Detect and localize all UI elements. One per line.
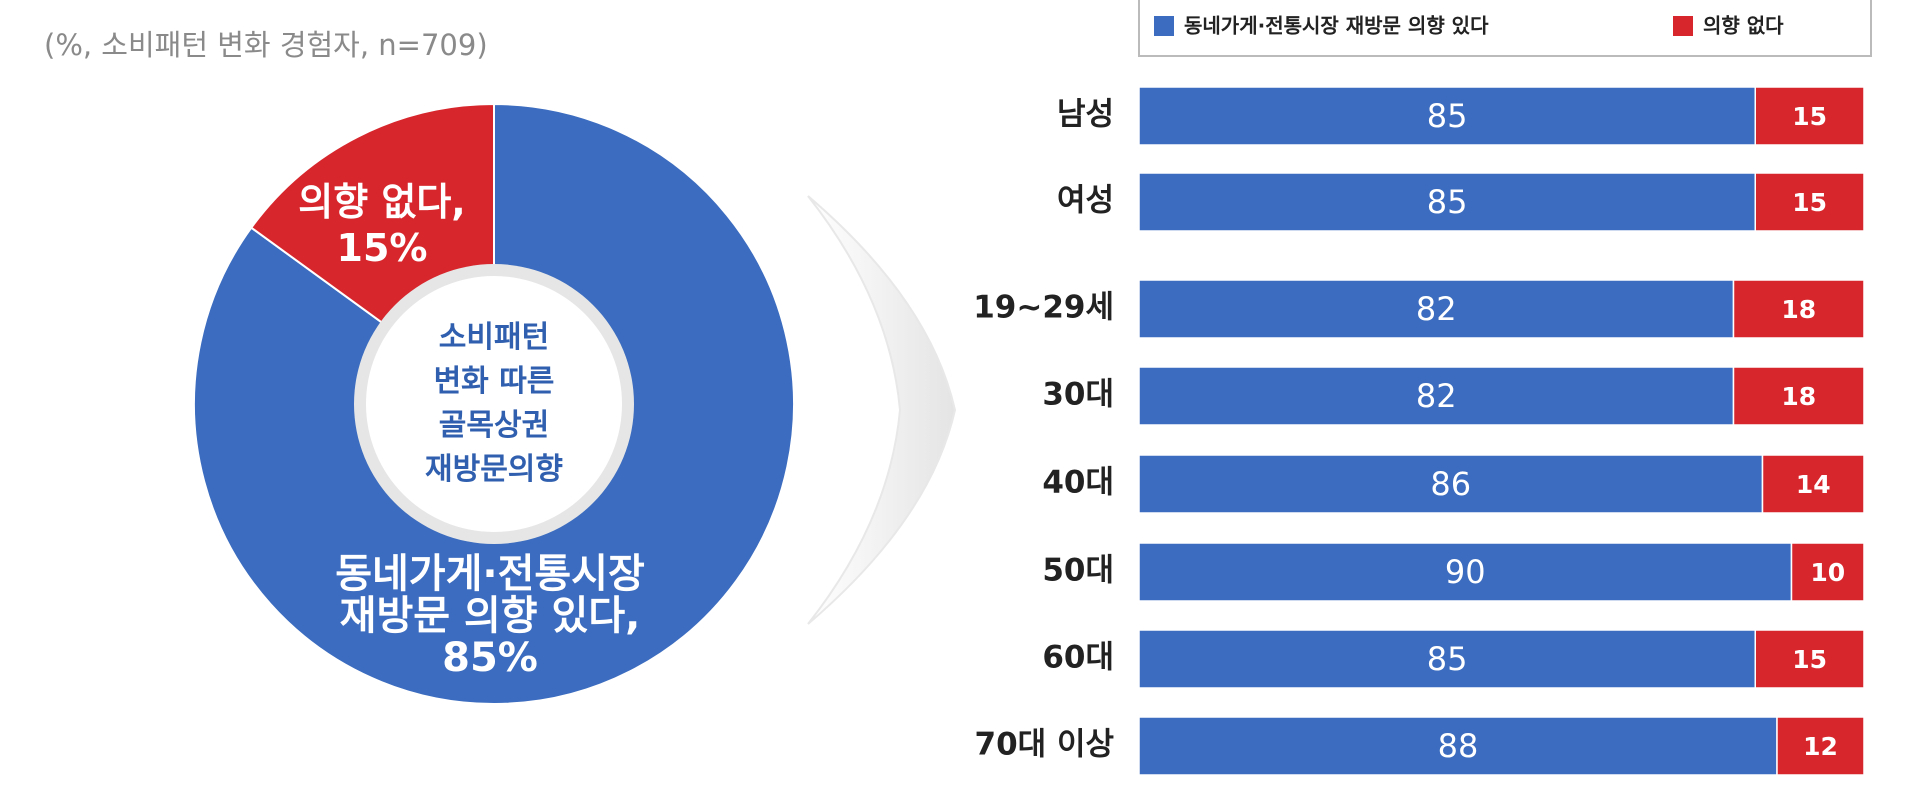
bar-value-label: 86 <box>1430 465 1471 503</box>
bar-segment <box>1754 172 1865 232</box>
legend-frame <box>1138 0 1872 57</box>
category-label: 50대 <box>1042 553 1114 589</box>
bar-value-label: 12 <box>1803 732 1838 761</box>
bar-segment <box>1776 716 1865 776</box>
bar-segment <box>1138 366 1735 426</box>
bar-segment <box>1790 542 1865 602</box>
bar-value-label: 14 <box>1796 470 1831 499</box>
bar-value-label: 15 <box>1792 102 1827 131</box>
category-label: 40대 <box>1042 465 1114 501</box>
bar-segment <box>1138 629 1756 689</box>
bar-value-label: 88 <box>1438 727 1479 765</box>
donut-hole <box>366 276 622 532</box>
pie-center-text: 소비패턴 변화 따른 골목상권 재방문의향 <box>425 320 563 487</box>
pie-label: 동네가게·전통시장 재방문 의향 있다, 85% <box>335 551 645 681</box>
bar-value-label: 85 <box>1427 640 1468 678</box>
legend-swatch <box>1154 16 1174 36</box>
bar-value-label: 18 <box>1781 295 1816 324</box>
legend-label: 동네가게·전통시장 재방문 의향 있다 <box>1184 14 1489 38</box>
bar-value-label: 18 <box>1781 382 1816 411</box>
bar-segment <box>1761 454 1865 514</box>
bar-value-label: 90 <box>1445 553 1486 591</box>
bar-value-label: 85 <box>1427 183 1468 221</box>
bar-value-label: 10 <box>1810 558 1845 587</box>
bar-value-label: 82 <box>1416 290 1457 328</box>
bar-segment <box>1754 86 1865 146</box>
category-label: 남성 <box>1057 97 1114 133</box>
bar-segment <box>1138 454 1764 514</box>
bar-segment <box>1754 629 1865 689</box>
bar-segment <box>1138 279 1735 339</box>
category-label: 30대 <box>1042 377 1114 413</box>
bar-value-label: 85 <box>1427 97 1468 135</box>
category-label: 70대 이상 <box>975 727 1115 763</box>
bar-value-label: 82 <box>1416 377 1457 415</box>
pie-label: 의향 없다, 15% <box>298 180 466 270</box>
legend-swatch <box>1673 16 1693 36</box>
pie-subtitle: (%, 소비패턴 변화 경험자, n=709) <box>44 28 488 62</box>
category-label: 60대 <box>1042 640 1114 676</box>
category-label: 여성 <box>1057 183 1114 219</box>
bar-segment <box>1138 716 1778 776</box>
legend-label: 의향 없다 <box>1703 14 1784 38</box>
arrow-decoration <box>807 195 957 625</box>
category-label: 19~29세 <box>973 290 1114 326</box>
bar-value-label: 15 <box>1792 188 1827 217</box>
bar-segment <box>1732 366 1865 426</box>
bar-value-label: 15 <box>1792 645 1827 674</box>
bar-segment <box>1732 279 1865 339</box>
